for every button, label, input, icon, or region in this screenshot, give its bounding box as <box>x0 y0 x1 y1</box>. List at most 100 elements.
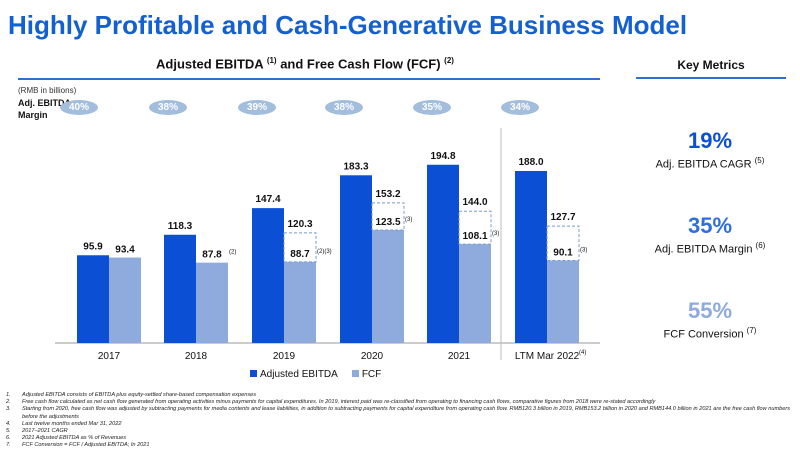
x-tick-label: 2018 <box>185 351 208 362</box>
footnote: 4. Last twelve months ended Mar 31, 2022 <box>6 421 796 428</box>
footnote-text: Last twelve months ended Mar 31, 2022 <box>22 420 122 427</box>
footnote-number: 6. <box>6 435 11 442</box>
x-tick-label: 2019 <box>273 351 296 362</box>
footnotes: 1. Adjusted EBITDA consists of EBITDA plu… <box>6 392 796 450</box>
x-tick-label: LTM Mar 2022 <box>515 351 580 362</box>
chart-title-rule <box>18 78 600 80</box>
legend-label: Adjusted EBITDA <box>260 369 338 380</box>
footnote: 7. FCF Conversion = FCF / Adjusted EBITDA… <box>6 442 796 449</box>
footnote-text: 2017–2021 CAGR <box>22 428 68 435</box>
footnote-text: Free cash flow calculated as net cash fl… <box>22 399 656 406</box>
footnote-ref: (6) <box>755 241 766 250</box>
legend-swatch <box>250 370 257 377</box>
bar-fcf <box>196 262 228 343</box>
fcf-pre-adjustment-box <box>283 232 317 263</box>
key-metric: 35% Adj. EBITDA Margin (6) <box>630 213 790 256</box>
footnote-ref: (4) <box>579 350 586 356</box>
x-tick-label: 2017 <box>98 351 121 362</box>
footnote-number: 7. <box>6 442 11 449</box>
margin-pill: 39% <box>238 100 276 115</box>
bar-ebitda <box>515 170 547 343</box>
label-fcf-pre-adjustment: 120.3 <box>287 219 312 230</box>
key-metric-label-text: Adj. EBITDA CAGR <box>655 158 752 171</box>
label-fcf: 93.4 <box>115 245 135 256</box>
footnote-ref: (3) <box>492 231 499 237</box>
legend-swatch <box>351 370 359 377</box>
page-title: Highly Profitable and Cash-Generative Bu… <box>8 10 688 40</box>
bar-ebitda <box>77 255 109 343</box>
label-fcf: 108.1 <box>462 231 487 242</box>
chart-title-text: and Free Cash Flow (FCF) <box>276 56 445 72</box>
key-metric: 55% FCF Conversion (7) <box>630 298 790 341</box>
bar-ebitda <box>427 164 459 343</box>
unit-label: (RMB in billions) <box>18 86 77 95</box>
bar-fcf <box>547 260 579 343</box>
footnote-ref: (5) <box>754 156 765 165</box>
margin-pill: 40% <box>60 100 98 115</box>
footnote-number: 5. <box>6 428 11 435</box>
label-ebitda: 118.3 <box>168 221 193 232</box>
fcf-pre-adjustment-box <box>458 210 492 245</box>
key-metric-value: 35% <box>687 213 733 238</box>
label-ebitda: 188.0 <box>518 157 543 168</box>
key-metric-label: Adj. EBITDA CAGR (5) <box>630 156 790 171</box>
footnote-number: 1. <box>6 392 11 398</box>
footnote-text: Adjusted EBITDA consists of EBITDA plus … <box>22 392 257 398</box>
footnote-ref: (3) <box>405 217 412 223</box>
key-metric-label: Adj. EBITDA Margin (6) <box>630 241 790 256</box>
footnote-ref: (2) <box>229 250 236 256</box>
label-fcf: 123.5 <box>375 217 400 228</box>
footnote-ref: (3) <box>580 248 587 254</box>
margin-pill: 34% <box>501 100 539 115</box>
footnote-number: 2. <box>6 399 11 406</box>
key-metric-label-text: Adj. EBITDA Margin <box>654 243 753 256</box>
key-metrics-rule <box>636 77 786 79</box>
chart-title: Adjusted EBITDA (1) and Free Cash Flow (… <box>0 56 605 71</box>
chart-title-text: Adjusted EBITDA <box>156 56 264 72</box>
bar-ebitda <box>340 175 372 343</box>
label-fcf: 88.7 <box>290 249 310 260</box>
fcf-pre-adjustment-box <box>546 225 580 262</box>
label-fcf-pre-adjustment: 153.2 <box>375 189 400 200</box>
footnote-text: 2021 Adjusted EBITDA as % of Revenues <box>22 435 127 442</box>
footnote: 5. 2017–2021 CAGR <box>6 428 796 435</box>
label-fcf: 87.8 <box>202 250 222 261</box>
footnote-text: Starting from 2020, free cash flow was a… <box>22 406 791 420</box>
x-tick-label: 2021 <box>448 351 471 362</box>
label-ebitda: 147.4 <box>255 194 280 205</box>
label-ebitda: 194.8 <box>430 151 455 162</box>
footnote-ref: (1) <box>266 56 277 65</box>
footnote: 6. 2021 Adjusted EBITDA as % of Revenues <box>6 435 796 442</box>
label-ebitda: 183.3 <box>343 161 368 172</box>
margin-pill: 35% <box>413 100 451 115</box>
footnote: 1. Adjusted EBITDA consists of EBITDA plu… <box>6 392 796 399</box>
label-fcf-pre-adjustment: 144.0 <box>462 197 487 208</box>
margin-pill: 38% <box>149 100 187 115</box>
legend-item-ebitda: Adjusted EBITDA <box>250 369 338 380</box>
key-metric: 19% Adj. EBITDA CAGR (5) <box>630 128 790 171</box>
bar-fcf <box>372 229 404 343</box>
fcf-pre-adjustment-box <box>371 202 405 231</box>
legend-label: FCF <box>361 369 382 380</box>
footnote: 2. Free cash flow calculated as net cash … <box>6 399 796 406</box>
margin-pill: 38% <box>325 100 363 115</box>
chart-legend: Adjusted EBITDA FCF <box>250 369 381 380</box>
footnote-number: 4. <box>6 420 11 427</box>
footnote-number: 3. <box>6 406 11 413</box>
bar-ebitda <box>252 208 284 343</box>
footnote-ref: (2) <box>444 56 454 65</box>
footnote-text: FCF Conversion = FCF / Adjusted EBITDA; … <box>22 442 150 449</box>
bar-fcf <box>109 257 141 343</box>
footnote-ref: (7) <box>746 326 757 335</box>
footnote-ref: (2)(3) <box>317 249 332 255</box>
margin-row-label: Adj. EBITDA Margin <box>18 98 71 120</box>
key-metric-label: FCF Conversion (7) <box>630 326 790 341</box>
key-metrics-title: Key Metrics <box>677 58 745 72</box>
x-tick-label: 2020 <box>361 351 384 362</box>
bar-fcf <box>284 261 316 343</box>
bar-fcf <box>459 244 491 343</box>
label-fcf-pre-adjustment: 127.7 <box>550 212 575 223</box>
key-metric-label-text: FCF Conversion <box>663 328 744 341</box>
label-ebitda: 95.9 <box>83 241 103 252</box>
